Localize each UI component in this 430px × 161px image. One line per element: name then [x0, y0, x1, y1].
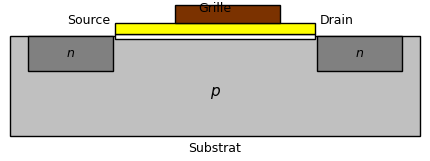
Text: Grille: Grille: [198, 2, 232, 15]
Text: Source: Source: [67, 14, 110, 27]
Bar: [175, 5, 280, 23]
Text: p: p: [210, 84, 220, 99]
Bar: [28, 36, 113, 71]
Bar: [115, 34, 315, 39]
Text: n: n: [67, 47, 74, 60]
Text: n: n: [356, 47, 363, 60]
Bar: [115, 23, 315, 34]
Text: Substrat: Substrat: [189, 142, 241, 156]
Bar: [317, 36, 402, 71]
Text: Drain: Drain: [320, 14, 354, 27]
Bar: [10, 36, 420, 136]
